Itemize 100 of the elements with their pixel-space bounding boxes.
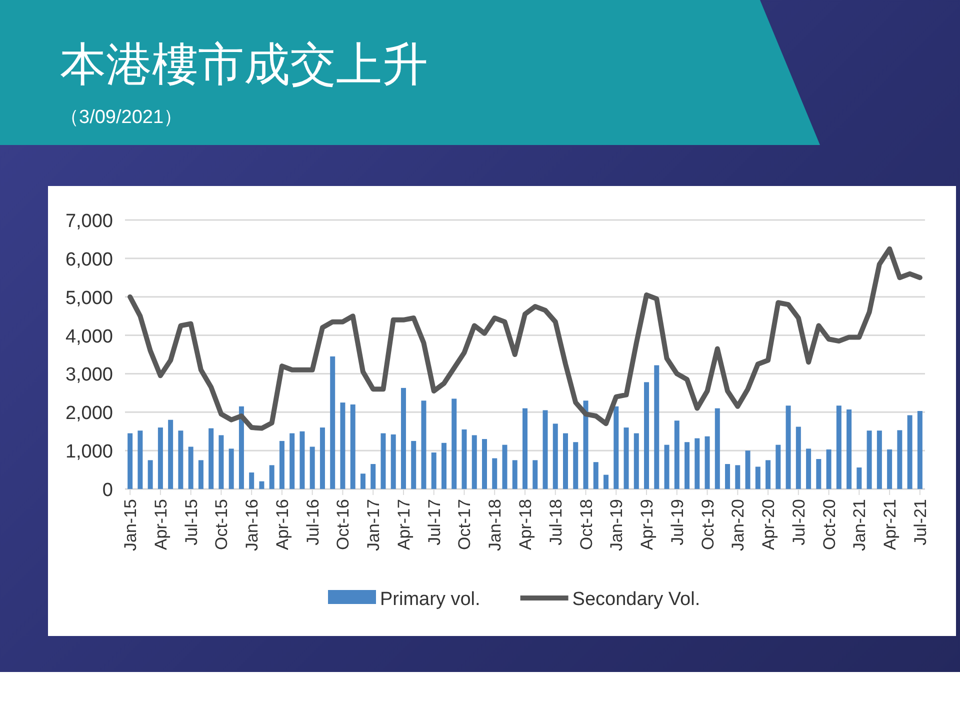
x-tick-label: Apr-18 — [516, 499, 535, 550]
bar — [644, 382, 650, 489]
bar — [249, 472, 254, 489]
bar — [786, 406, 791, 489]
legend-label: Secondary Vol. — [572, 589, 700, 610]
y-tick-label: 6,000 — [65, 249, 113, 270]
bar — [148, 460, 153, 489]
bar — [776, 444, 781, 489]
bar — [846, 409, 852, 489]
bar — [168, 420, 174, 489]
bar — [400, 388, 406, 489]
bar — [766, 460, 771, 489]
x-tick-label: Apr-20 — [759, 499, 778, 550]
bar — [684, 442, 690, 489]
y-tick-label: 7,000 — [65, 211, 113, 232]
bar — [907, 415, 912, 489]
bar — [614, 406, 619, 489]
bar — [866, 430, 872, 489]
x-tick-label: Jan-20 — [728, 499, 748, 551]
bar — [492, 458, 498, 489]
bar — [674, 420, 680, 489]
x-tick-label: Jul-19 — [668, 499, 687, 546]
bar — [340, 402, 346, 489]
bar — [552, 424, 558, 489]
x-tick-label: Apr-21 — [880, 499, 900, 550]
bar — [238, 406, 244, 489]
x-tick-label: Jul-17 — [424, 499, 444, 546]
chart-title: 本港樓市成交上升 — [60, 37, 428, 92]
bar — [279, 440, 284, 489]
bar — [542, 410, 548, 489]
bar — [380, 433, 386, 489]
bar — [290, 433, 295, 489]
x-tick-label: Jul-21 — [910, 499, 930, 546]
bar — [138, 430, 143, 489]
bar — [158, 428, 163, 489]
x-tick-label: Jan-17 — [364, 499, 384, 551]
y-tick-label: 0 — [102, 480, 113, 501]
bar — [300, 431, 305, 489]
bar — [755, 466, 760, 489]
bar — [360, 474, 366, 489]
y-tick-label: 5,000 — [65, 288, 113, 309]
bar — [826, 449, 832, 489]
bar — [350, 404, 356, 489]
bar — [887, 449, 892, 489]
bar — [320, 428, 325, 489]
bar — [390, 434, 396, 489]
bar — [664, 444, 670, 489]
bar — [228, 448, 234, 489]
bar — [714, 408, 720, 489]
x-tick-label: Jan-21 — [850, 499, 870, 551]
bar — [218, 435, 224, 489]
legend-label: Primary vol. — [380, 589, 480, 610]
bar — [604, 474, 609, 489]
bar — [431, 452, 436, 489]
x-tick-label: Oct-18 — [576, 499, 596, 550]
bar — [370, 464, 376, 489]
x-tick-label: Oct-17 — [455, 499, 474, 550]
x-tick-label: Jul-20 — [789, 499, 808, 546]
x-tick-label: Jan-16 — [242, 499, 262, 551]
x-tick-label: Jul-15 — [182, 499, 201, 546]
bar — [704, 436, 710, 489]
bar — [876, 430, 882, 489]
x-tick-label: Jan-18 — [486, 499, 505, 551]
bar — [573, 442, 578, 489]
bar — [512, 460, 518, 489]
bar — [654, 365, 660, 489]
x-tick-label: Oct-19 — [698, 499, 718, 550]
bar — [482, 439, 487, 489]
bar — [634, 433, 639, 489]
bar — [917, 410, 922, 489]
bar — [694, 438, 700, 489]
bar — [472, 435, 477, 489]
x-tick-label: Apr-16 — [272, 499, 292, 550]
bar — [897, 430, 902, 489]
x-tick-label: Jul-18 — [546, 499, 566, 546]
bar — [411, 440, 416, 489]
bar — [188, 446, 194, 489]
bar — [593, 462, 598, 489]
x-tick-label: Jan-19 — [607, 499, 626, 551]
bar — [806, 448, 812, 489]
bar — [462, 429, 467, 489]
x-tick-label: Oct-20 — [820, 499, 839, 550]
bar — [128, 433, 133, 489]
bar — [522, 408, 528, 489]
x-tick-label: Jan-15 — [121, 499, 140, 551]
bar — [725, 464, 730, 489]
bar — [310, 446, 315, 489]
bar — [198, 460, 204, 489]
bar — [816, 459, 822, 489]
bar — [269, 465, 274, 489]
bar — [563, 433, 568, 489]
y-tick-label: 2,000 — [65, 403, 113, 424]
bar — [259, 481, 264, 489]
y-tick-label: 3,000 — [65, 364, 113, 386]
chart-subtitle: （3/09/2021） — [60, 106, 183, 130]
x-tick-label: Jul-16 — [303, 499, 322, 546]
bar — [502, 444, 508, 489]
bar — [856, 467, 862, 489]
bar — [745, 450, 750, 489]
bar — [532, 460, 538, 489]
